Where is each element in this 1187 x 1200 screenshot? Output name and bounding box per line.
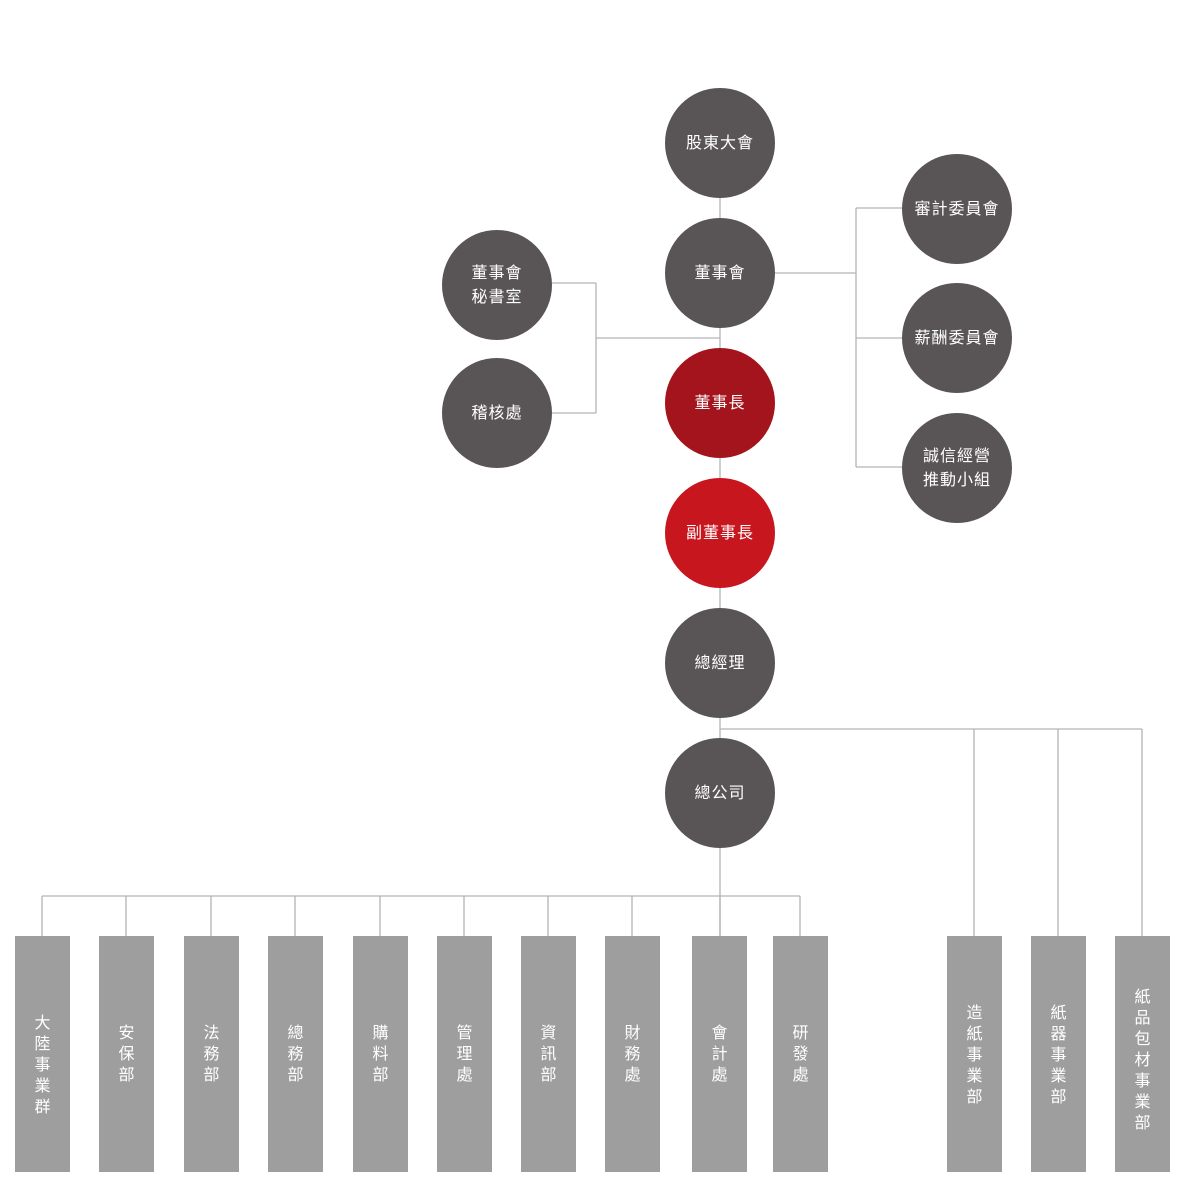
dept-label: 大陸事業群 xyxy=(34,1013,51,1116)
dept-box: 總務部 xyxy=(268,936,323,1172)
dept-box: 財務處 xyxy=(605,936,660,1172)
node-audit-office: 稽核處 xyxy=(442,358,552,468)
dept-box: 大陸事業群 xyxy=(15,936,70,1172)
dept-label: 購料部 xyxy=(372,1023,389,1084)
node-chairman: 董事長 xyxy=(665,348,775,458)
dept-box: 法務部 xyxy=(184,936,239,1172)
dept-label: 法務部 xyxy=(203,1023,220,1084)
node-general-manager: 總經理 xyxy=(665,608,775,718)
dept-box: 購料部 xyxy=(353,936,408,1172)
node-board-secretariat: 董事會 秘書室 xyxy=(442,230,552,340)
business-unit-box: 紙品包材事業部 xyxy=(1115,936,1170,1172)
business-unit-label: 紙品包材事業部 xyxy=(1134,987,1151,1132)
node-integrity-management-group: 誠信經營 推動小組 xyxy=(902,413,1012,523)
dept-label: 研發處 xyxy=(792,1023,809,1084)
business-unit-box: 紙器事業部 xyxy=(1031,936,1086,1172)
dept-box: 管理處 xyxy=(437,936,492,1172)
dept-label: 管理處 xyxy=(456,1023,473,1084)
dept-label: 會計處 xyxy=(711,1023,728,1084)
node-audit-committee: 審計委員會 xyxy=(902,154,1012,264)
node-head-office: 總公司 xyxy=(665,738,775,848)
dept-box: 研發處 xyxy=(773,936,828,1172)
node-board-of-directors: 董事會 xyxy=(665,218,775,328)
business-unit-box: 造紙事業部 xyxy=(947,936,1002,1172)
node-compensation-committee: 薪酬委員會 xyxy=(902,283,1012,393)
dept-label: 總務部 xyxy=(287,1023,304,1084)
business-unit-label: 造紙事業部 xyxy=(966,1003,983,1106)
node-vice-chairman: 副董事長 xyxy=(665,478,775,588)
dept-box: 會計處 xyxy=(692,936,747,1172)
business-unit-label: 紙器事業部 xyxy=(1050,1003,1067,1106)
dept-label: 安保部 xyxy=(118,1023,135,1084)
dept-label: 資訊部 xyxy=(540,1023,557,1084)
dept-box: 安保部 xyxy=(99,936,154,1172)
dept-label: 財務處 xyxy=(624,1023,641,1084)
dept-box: 資訊部 xyxy=(521,936,576,1172)
node-shareholders-meeting: 股東大會 xyxy=(665,88,775,198)
